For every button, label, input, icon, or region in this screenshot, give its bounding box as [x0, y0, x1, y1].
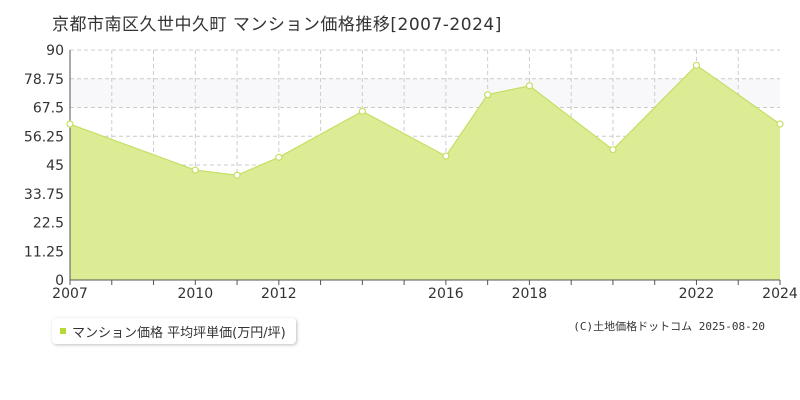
x-tick-label: 2018 [512, 286, 548, 302]
y-tick-label: 22.5 [33, 216, 64, 232]
chart-title: 京都市南区久世中久町 マンション価格推移[2007-2024] [52, 15, 502, 35]
data-point [484, 91, 492, 99]
data-point [358, 107, 366, 115]
data-point [191, 166, 199, 174]
data-points [66, 61, 784, 179]
y-tick-label: 56.25 [24, 129, 64, 145]
x-tick-label: 2012 [261, 286, 297, 302]
source-credit: (C)土地価格ドットコム 2025-08-20 [573, 320, 765, 333]
data-point [442, 152, 450, 160]
y-tick-label: 78.75 [24, 72, 64, 88]
y-tick-label: 45 [46, 158, 64, 174]
data-point [525, 82, 534, 90]
y-tick-label: 90 [46, 43, 64, 59]
data-point [233, 171, 241, 179]
legend: マンション価格 平均坪単価(万円/坪) [52, 318, 296, 344]
axes [69, 50, 781, 285]
data-point [275, 153, 283, 161]
data-point [692, 61, 701, 69]
y-tick-label: 0 [55, 273, 64, 289]
x-tick-label: 2007 [52, 286, 88, 302]
legend-label: マンション価格 平均坪単価(万円/坪) [72, 325, 286, 341]
x-tick-label: 2010 [177, 286, 213, 302]
legend-swatch [60, 328, 66, 334]
y-tick-label: 11.25 [24, 244, 64, 260]
data-point [609, 146, 617, 154]
data-point [66, 120, 74, 128]
x-tick-label: 2024 [762, 286, 798, 302]
x-tick-label: 2016 [428, 286, 464, 302]
y-tick-labels: 0 11.25 22.5 33.75 45 56.25 67.5 78.75 90 [24, 43, 64, 289]
y-tick-label: 33.75 [24, 187, 64, 203]
data-point [776, 120, 784, 128]
x-tick-label: 2022 [679, 286, 715, 302]
x-tick-labels: 2007 2010 2012 2016 2018 2022 2024 [52, 286, 798, 302]
area-fill [70, 65, 780, 280]
y-tick-label: 67.5 [33, 101, 64, 117]
